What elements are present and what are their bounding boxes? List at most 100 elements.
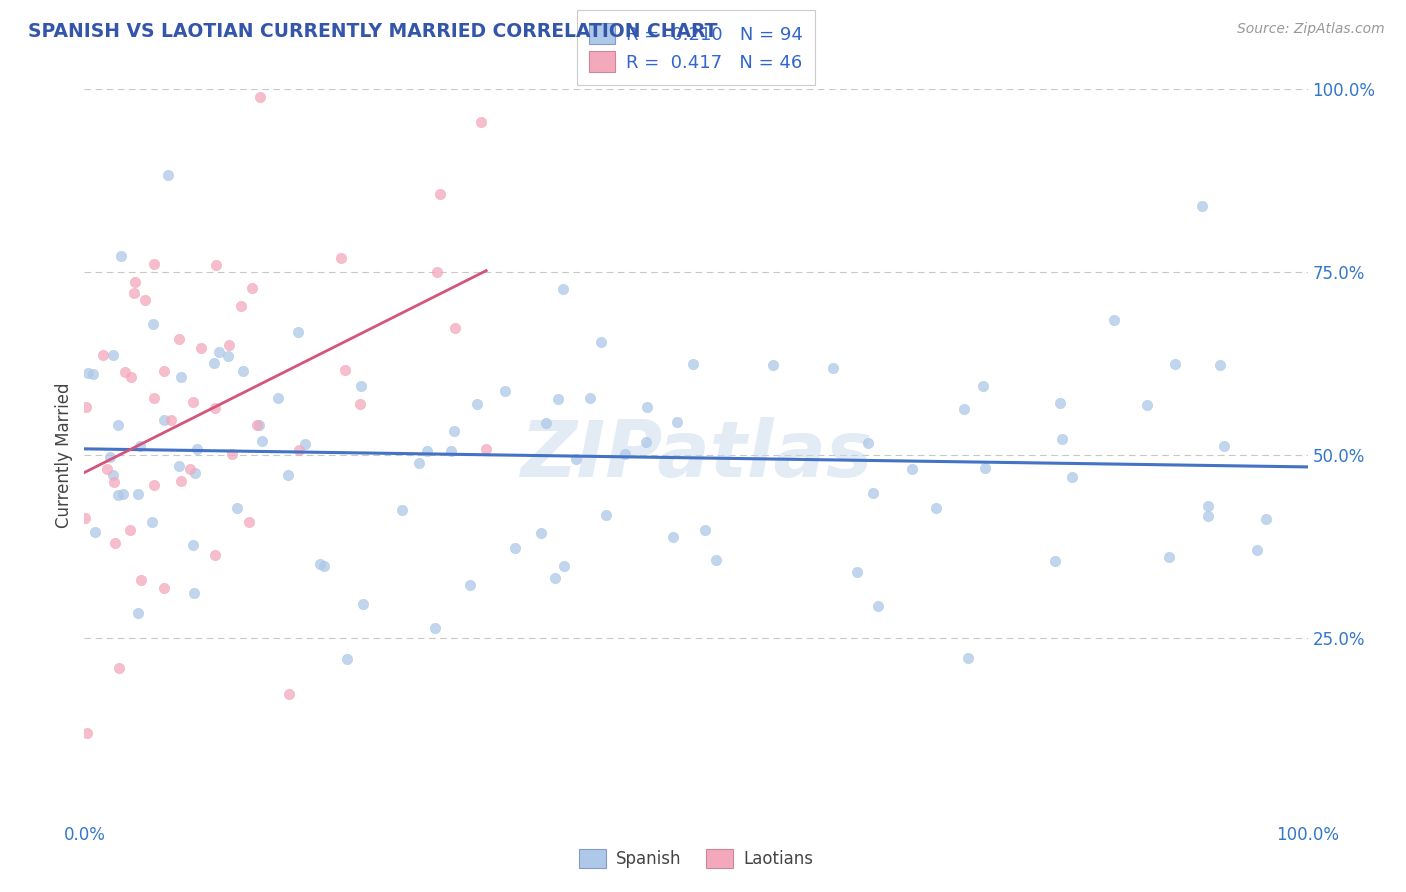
Point	[972, 378, 994, 392]
Point	[118, 523, 141, 537]
Point	[704, 552, 727, 566]
Point	[294, 437, 316, 451]
Point	[336, 652, 359, 666]
Point	[444, 321, 467, 335]
Point	[862, 485, 884, 500]
Point	[238, 515, 260, 529]
Point	[475, 442, 498, 456]
Point	[350, 378, 373, 392]
Point	[240, 281, 263, 295]
Point	[423, 622, 446, 636]
Point	[129, 439, 152, 453]
Point	[614, 447, 637, 461]
Point	[503, 541, 526, 556]
Point	[101, 348, 124, 362]
Point	[278, 687, 301, 701]
Point	[169, 370, 191, 384]
Point	[1191, 199, 1213, 213]
Point	[973, 460, 995, 475]
Point	[112, 487, 135, 501]
Point	[127, 487, 149, 501]
Text: ZIPatlas: ZIPatlas	[520, 417, 872, 493]
Point	[170, 475, 193, 489]
Point	[124, 275, 146, 289]
Point	[1197, 500, 1219, 514]
Point	[956, 650, 979, 665]
Point	[181, 395, 204, 409]
Point	[141, 516, 163, 530]
Point	[190, 341, 212, 355]
Point	[352, 597, 374, 611]
Point	[460, 578, 482, 592]
Point	[856, 436, 879, 450]
Point	[205, 259, 228, 273]
Point	[84, 524, 107, 539]
Point	[1102, 313, 1125, 327]
Legend: Spanish, Laotians: Spanish, Laotians	[572, 842, 820, 874]
Text: Source: ZipAtlas.com: Source: ZipAtlas.com	[1237, 22, 1385, 37]
Point	[636, 401, 658, 415]
Point	[693, 524, 716, 538]
Point	[98, 450, 121, 465]
Point	[391, 503, 413, 517]
Point	[564, 452, 586, 467]
Point	[181, 538, 204, 552]
Point	[167, 458, 190, 473]
Point	[91, 348, 114, 362]
Point	[1062, 470, 1084, 484]
Point	[246, 417, 269, 432]
Point	[1197, 509, 1219, 524]
Point	[866, 599, 889, 614]
Point	[314, 559, 336, 574]
Point	[107, 488, 129, 502]
Point	[127, 606, 149, 620]
Point	[221, 447, 243, 461]
Point	[82, 367, 104, 381]
Point	[634, 435, 657, 450]
Point	[547, 392, 569, 406]
Point	[249, 89, 271, 103]
Point	[226, 500, 249, 515]
Point	[553, 282, 575, 296]
Point	[821, 360, 844, 375]
Point	[333, 363, 356, 377]
Point	[287, 443, 309, 458]
Point	[846, 565, 869, 579]
Point	[96, 462, 118, 476]
Point	[901, 462, 924, 476]
Point	[108, 661, 131, 675]
Point	[142, 317, 165, 331]
Point	[925, 501, 948, 516]
Point	[440, 443, 463, 458]
Point	[73, 511, 96, 525]
Point	[1135, 398, 1157, 412]
Point	[1050, 432, 1073, 446]
Point	[142, 392, 165, 406]
Point	[204, 401, 226, 415]
Point	[217, 349, 239, 363]
Point	[129, 574, 152, 588]
Point	[152, 412, 174, 426]
Point	[208, 345, 231, 359]
Point	[183, 467, 205, 481]
Point	[232, 364, 254, 378]
Point	[110, 249, 132, 263]
Point	[107, 418, 129, 433]
Y-axis label: Currently Married: Currently Married	[55, 382, 73, 528]
Point	[330, 252, 353, 266]
Point	[169, 332, 191, 346]
Point	[75, 401, 97, 415]
Point	[183, 585, 205, 599]
Point	[159, 412, 181, 426]
Point	[76, 726, 98, 740]
Point	[426, 265, 449, 279]
Point	[152, 364, 174, 378]
Point	[530, 526, 553, 541]
Point	[202, 356, 225, 370]
Point	[153, 581, 176, 595]
Point	[277, 468, 299, 483]
Point	[142, 257, 165, 271]
Point	[1256, 512, 1278, 526]
Point	[429, 187, 451, 202]
Point	[103, 535, 125, 549]
